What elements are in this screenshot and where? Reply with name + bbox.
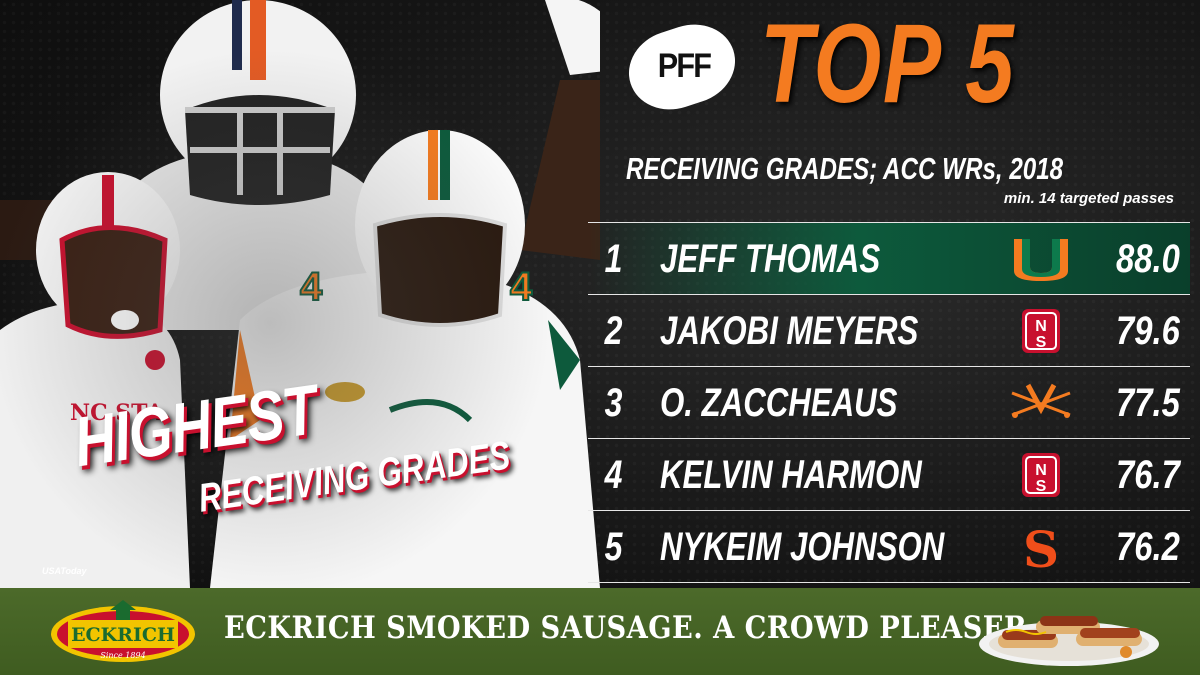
svg-text:S: S bbox=[1036, 334, 1047, 351]
players-illustration: NC STA 4 4 bbox=[0, 0, 600, 588]
player-name: NYKEIM JOHNSON bbox=[660, 525, 945, 569]
qualifier-note: min. 14 targeted passes bbox=[1003, 190, 1174, 207]
player-name: JAKOBI MEYERS bbox=[660, 309, 919, 353]
ranking-row: 3 O. ZACCHEAUS 77.5 bbox=[588, 366, 1190, 438]
nc-state-icon: N S bbox=[1022, 453, 1060, 497]
page-title: TOP 5 bbox=[760, 1, 1016, 126]
miami-player: 4 4 bbox=[210, 130, 600, 588]
ranking-row: 4 KELVIN HARMON N S 76.7 bbox=[588, 438, 1190, 510]
subtitle: RECEIVING GRADES; ACC WRs, 2018 bbox=[626, 151, 1064, 186]
sausage-plate-image bbox=[979, 616, 1159, 666]
ad-tagline[interactable]: ECKRICH SMOKED SAUSAGE. A CROWD PLEASER. bbox=[224, 610, 1038, 646]
rankings-table: 1 JEFF THOMAS 88.0 2 JAKOBI MEYERS N S 7… bbox=[588, 222, 1190, 583]
grade-value: 88.0 bbox=[1116, 237, 1180, 281]
svg-text:S: S bbox=[1036, 478, 1047, 495]
virginia-sabres-icon bbox=[1011, 383, 1071, 418]
player-name: O. ZACCHEAUS bbox=[660, 381, 898, 425]
rank-number: 5 bbox=[604, 525, 623, 569]
svg-text:4: 4 bbox=[300, 265, 323, 309]
pff-logo-text: PFF bbox=[657, 47, 712, 85]
grade-value: 79.6 bbox=[1116, 309, 1180, 353]
eckrich-since: Since 1894 bbox=[100, 651, 145, 660]
pff-logo: PFF bbox=[618, 13, 746, 121]
rank-number: 2 bbox=[604, 309, 623, 353]
nc-state-icon: N S bbox=[1022, 309, 1060, 353]
ranking-row: 5 NYKEIM JOHNSON S 76.2 bbox=[588, 510, 1190, 583]
player-name: KELVIN HARMON bbox=[660, 453, 922, 497]
photo-credit: USAToday bbox=[42, 566, 87, 576]
svg-text:NC STA: NC STA bbox=[70, 400, 164, 426]
eckrich-logo[interactable]: ECKRICH Since 1894 bbox=[48, 598, 198, 664]
svg-text:N: N bbox=[1035, 318, 1047, 335]
player-name: JEFF THOMAS bbox=[660, 237, 881, 281]
svg-text:N: N bbox=[1035, 462, 1047, 479]
ranking-row: 1 JEFF THOMAS 88.0 bbox=[588, 222, 1190, 294]
svg-text:S: S bbox=[1023, 523, 1059, 571]
syracuse-s-icon: S bbox=[1023, 523, 1059, 571]
grade-value: 77.5 bbox=[1116, 381, 1180, 425]
ncstate-player: NC STA bbox=[0, 172, 190, 588]
rank-number: 1 bbox=[604, 237, 623, 281]
grade-value: 76.2 bbox=[1116, 525, 1180, 569]
ranking-row: 2 JAKOBI MEYERS N S 79.6 bbox=[588, 294, 1190, 366]
miami-u-icon bbox=[1014, 239, 1068, 281]
rank-number: 3 bbox=[604, 381, 623, 425]
players-photo: NC STA 4 4 bbox=[0, 0, 600, 588]
grade-value: 76.7 bbox=[1116, 453, 1180, 497]
svg-text:4: 4 bbox=[510, 265, 533, 309]
sponsor-banner[interactable]: ECKRICH Since 1894 ECKRICH SMOKED SAUSAG… bbox=[0, 588, 1200, 675]
eckrich-logo-text: ECKRICH bbox=[71, 624, 175, 646]
rank-number: 4 bbox=[604, 453, 623, 497]
